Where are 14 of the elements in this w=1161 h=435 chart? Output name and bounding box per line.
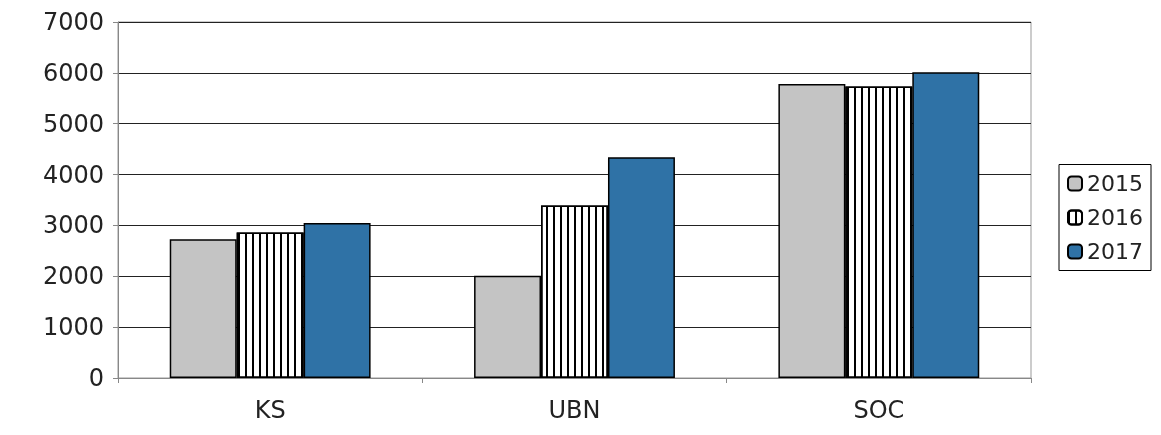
y-tick-label: 7000 [42, 8, 104, 36]
y-tick-label: 5000 [42, 109, 104, 138]
y-tick-label: 0 [88, 364, 104, 392]
x-tick-label: SOC [853, 396, 905, 424]
legend-label: 2016 [1087, 205, 1144, 230]
legend-label: 2017 [1087, 239, 1144, 264]
y-tick-label: 6000 [42, 58, 104, 87]
x-tick-label: UBN [548, 396, 601, 424]
x-tick-label: KS [254, 396, 286, 424]
y-tick-label: 1000 [42, 313, 104, 342]
y-tick-label: 2000 [42, 262, 104, 291]
y-tick-label: 4000 [42, 160, 104, 189]
legend-label: 2015 [1087, 171, 1144, 196]
y-tick-label: 3000 [42, 211, 104, 240]
